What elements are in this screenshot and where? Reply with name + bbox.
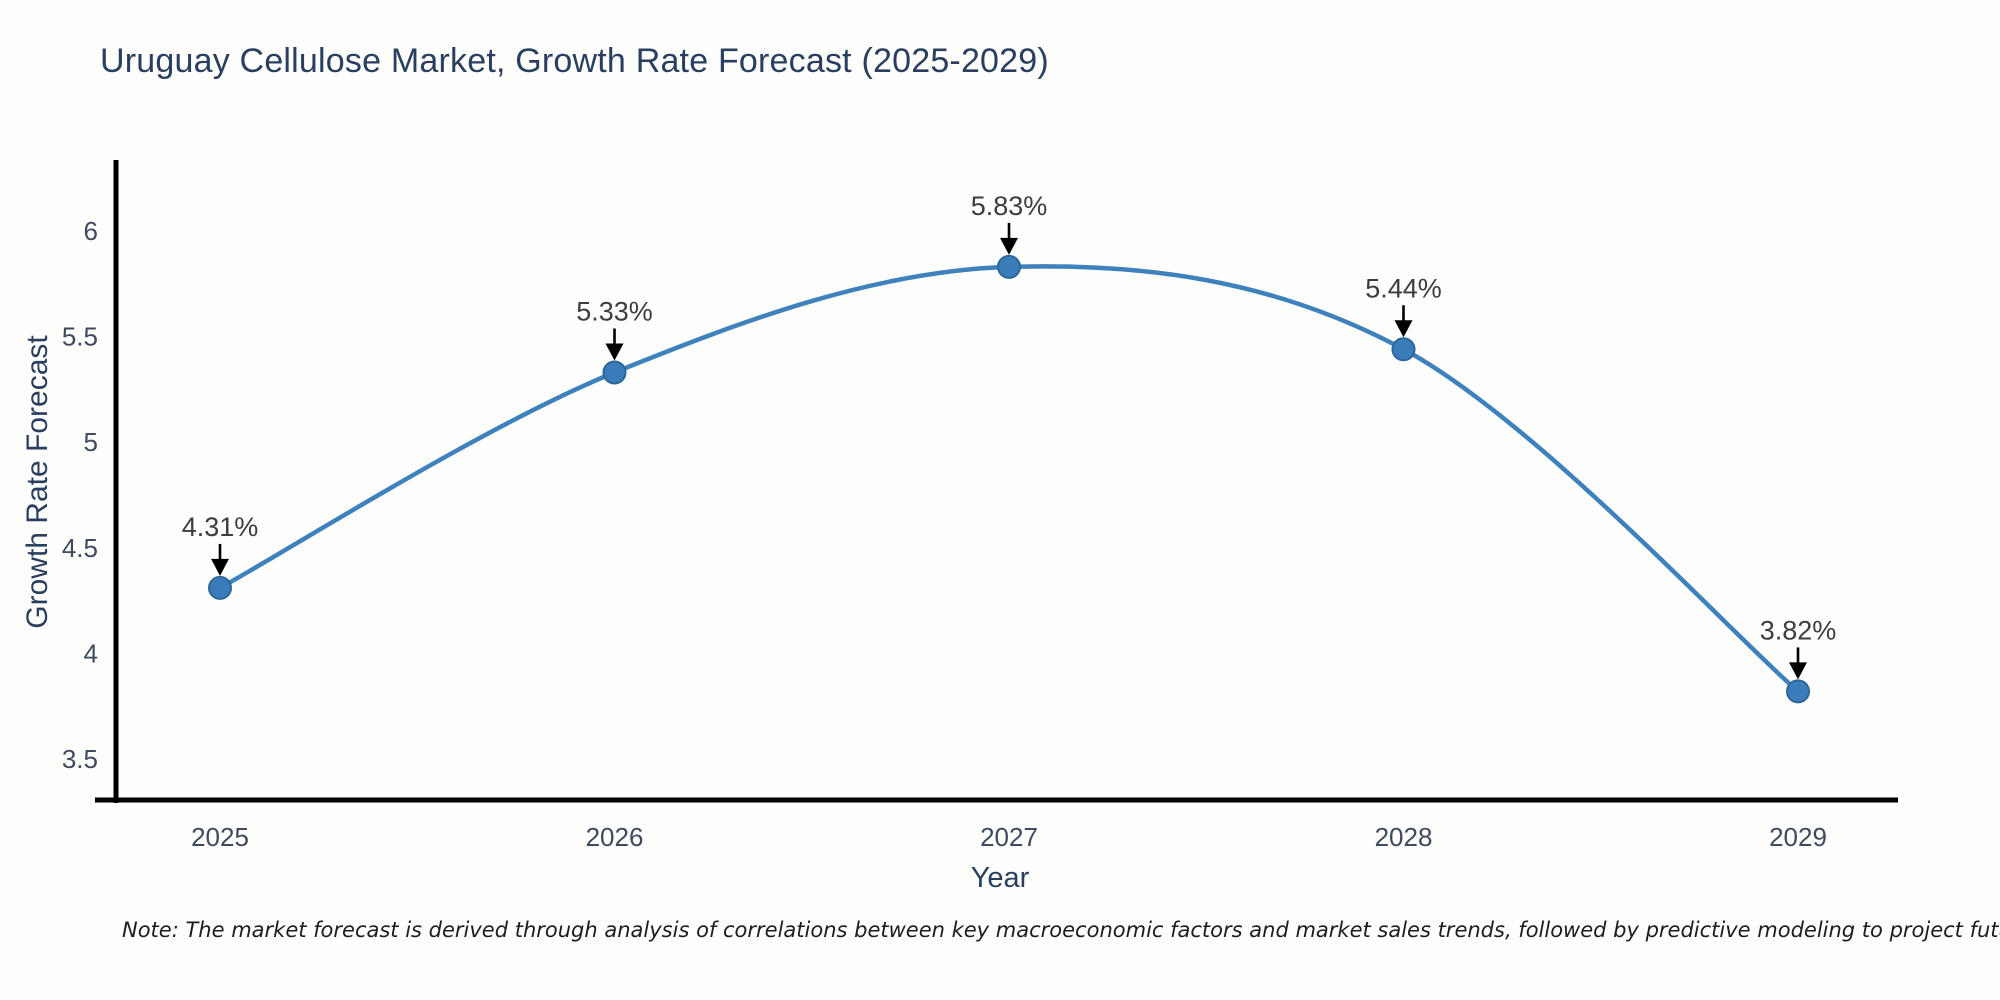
footnote: Note: The market forecast is derived thr… (122, 918, 2000, 942)
data-point-2028 (1391, 337, 1416, 362)
annotation-arrowhead-icon (1394, 320, 1413, 338)
annotation-arrowhead-icon (211, 558, 229, 576)
annotation-arrowhead-icon (1789, 662, 1807, 680)
data-point-2025 (208, 575, 232, 600)
x-tick-label: 2029 (1769, 822, 1827, 852)
x-axis-title: Year (970, 862, 1030, 894)
data-point-2029 (1786, 679, 1810, 704)
y-tick-label: 6 (84, 216, 98, 246)
point-value-label: 5.33% (576, 297, 653, 327)
point-value-label: 5.83% (971, 191, 1048, 221)
x-tick-label: 2027 (980, 822, 1038, 852)
annotation-arrowhead-icon (1000, 237, 1018, 255)
y-tick-label: 3.5 (62, 744, 98, 774)
y-tick-label: 4.5 (62, 533, 98, 563)
x-tick-label: 2028 (1375, 822, 1433, 852)
chart-title: Uruguay Cellulose Market, Growth Rate Fo… (100, 42, 1049, 80)
y-tick-label: 4 (84, 638, 98, 668)
x-tick-label: 2025 (191, 822, 249, 852)
point-value-label: 4.31% (182, 512, 259, 542)
y-tick-label: 5 (84, 427, 98, 457)
annotation-arrowhead-icon (605, 343, 624, 361)
data-point-2027 (997, 254, 1021, 279)
y-tick-label: 5.5 (62, 322, 98, 352)
data-point-2026 (602, 360, 627, 385)
point-value-label: 5.44% (1365, 273, 1442, 303)
point-value-label: 3.82% (1760, 615, 1837, 645)
forecast-line (217, 264, 1801, 694)
x-tick-label: 2026 (586, 822, 644, 852)
